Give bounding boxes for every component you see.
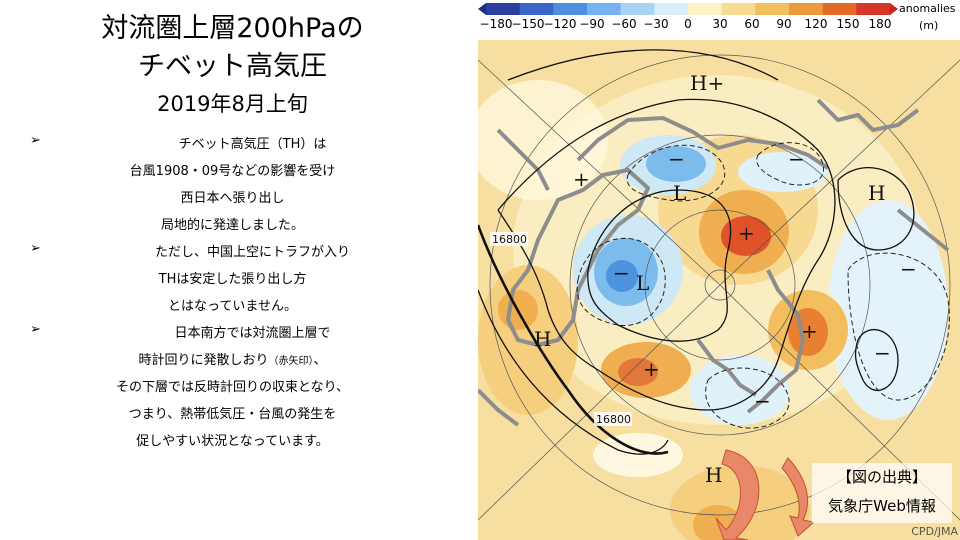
bullet-arrow-icon: ➢ — [30, 322, 41, 337]
low-label: L — [673, 181, 686, 205]
height-contours — [478, 49, 915, 455]
colorbar-title: anomalies — [899, 2, 956, 15]
line-comma: 、 — [313, 353, 327, 368]
red-arrows — [715, 449, 816, 540]
minus-label: − — [788, 147, 805, 171]
colorbar-segment — [856, 3, 891, 15]
red-arrow-icon — [715, 449, 760, 540]
minus-label: − — [900, 257, 917, 281]
red-arrow-icon — [781, 457, 816, 537]
colorbar-tick-label: 90 — [776, 17, 792, 31]
contour-label: 16800 — [596, 413, 631, 426]
contour-labels: 16800 16800 — [490, 232, 632, 426]
high-label: H+ — [690, 71, 724, 95]
colorbar-tick-label: −120 — [543, 17, 577, 31]
colorbar-segment — [519, 3, 554, 15]
contour-16800-line — [478, 224, 669, 455]
colorbar-tick-label: 150 — [836, 17, 860, 31]
high-label: H — [534, 327, 551, 351]
bullet-line: 時計回りに発散しおり（赤矢印）、 — [0, 349, 465, 368]
bullet-line: その下層では反時計回りの収束となり、 — [115, 380, 350, 395]
bullet-arrow-icon: ➢ — [30, 241, 41, 256]
coastlines — [478, 98, 950, 427]
colorbar-tick-label: −60 — [611, 17, 637, 31]
bullet-line: チベット高気圧（TH）は — [178, 137, 327, 152]
polar-map: H+ L L H H H + + + + − − − − − − 16800 1… — [478, 40, 960, 540]
red-arrow-note: （赤矢印） — [268, 356, 314, 367]
bullet-line: 西日本へ張り出し — [180, 191, 285, 206]
colorbar-tick-label: −90 — [579, 17, 605, 31]
plus-label: + — [643, 357, 660, 381]
plus-label: + — [738, 221, 755, 245]
map-credit: CPD/JMA — [911, 525, 958, 538]
bullet-line: 日本南方では対流圏上層で — [174, 326, 331, 341]
anomaly-colorbar — [478, 3, 898, 15]
bullet-line: THは安定した張り出し方 — [158, 272, 307, 287]
source-box: 【図の出典】 気象庁Web情報 — [812, 463, 952, 523]
colorbar-segment — [688, 3, 723, 15]
colorbar-segment — [654, 3, 689, 15]
colorbar-segment — [587, 3, 622, 15]
contour-label: 16800 — [492, 233, 527, 246]
colorbar-segment — [822, 3, 857, 15]
minus-label: − — [874, 341, 891, 365]
colorbar-tick-label: −30 — [643, 17, 669, 31]
source-name: 気象庁Web情報 — [828, 497, 936, 515]
plus-label: + — [573, 167, 590, 191]
colorbar-unit: (m) — [919, 19, 939, 32]
bullet-line-text: 時計回りに発散しおり — [138, 353, 269, 368]
colorbar-segment — [755, 3, 790, 15]
bullet-line: つまり、熱帯低気圧・台風の発生を — [128, 407, 337, 422]
high-label: H — [705, 463, 722, 487]
slide-subtitle: 2019年8月上旬 — [157, 92, 308, 116]
colorbar-tick-label: 30 — [712, 17, 728, 31]
colorbar-tick-label: 180 — [868, 17, 892, 31]
colorbar-segment — [789, 3, 824, 15]
colorbar-tick-label: −150 — [511, 17, 545, 31]
anomaly-contours — [576, 142, 950, 429]
minus-label: − — [754, 389, 771, 413]
bullet-line: 台風1908・09号などの影響を受け — [129, 164, 336, 179]
slide-title-line1: 対流圏上層200hPaの — [101, 13, 364, 44]
bullet-arrow-icon: ➢ — [30, 133, 41, 148]
bullet-line: とはなっていません。 — [168, 299, 297, 314]
colorbar-right-arrow — [890, 3, 898, 15]
colorbar-tick-label: −180 — [479, 17, 513, 31]
colorbar-segment — [620, 3, 655, 15]
colorbar-segments — [486, 3, 891, 15]
colorbar-left-arrow — [478, 3, 486, 15]
minus-label: − — [613, 261, 630, 285]
low-label: L — [636, 271, 649, 295]
source-title: 【図の出典】 — [836, 468, 927, 486]
slide-title-line2: チベット高気圧 — [138, 51, 327, 82]
high-label: H — [868, 181, 885, 205]
plus-label: + — [801, 319, 818, 343]
colorbar-segment — [486, 3, 521, 15]
bullet-line: 局地的に発達しました。 — [160, 218, 304, 233]
colorbar-segment — [721, 3, 756, 15]
bullet-line: ただし、中国上空にトラフが入り — [154, 245, 350, 260]
colorbar-segment — [553, 3, 588, 15]
colorbar-tick-label: 120 — [804, 17, 828, 31]
minus-label: − — [668, 147, 685, 171]
map-symbols: H+ L L H H H + + + + − − − − − − — [534, 71, 917, 487]
colorbar-tick-label: 0 — [684, 17, 692, 31]
bullet-line: 促しやすい状況となっています。 — [136, 434, 329, 449]
colorbar-tick-label: 60 — [744, 17, 760, 31]
